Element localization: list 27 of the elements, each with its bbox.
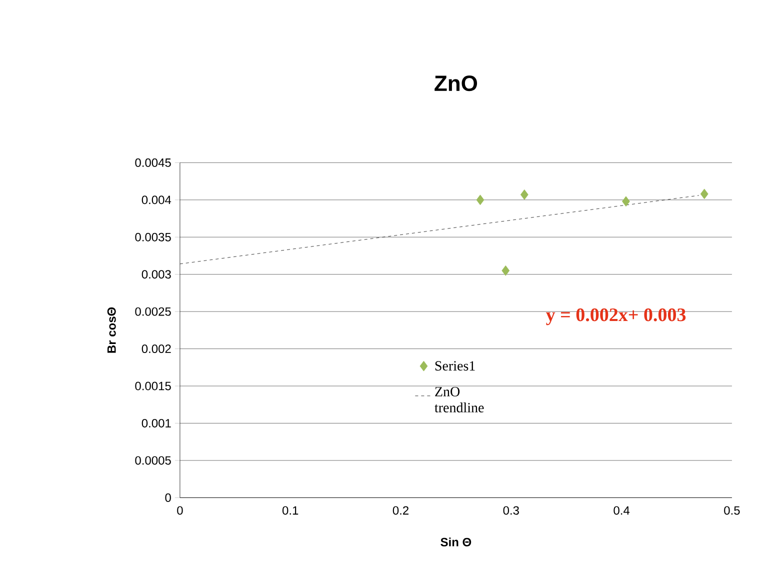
chart-title: ZnO [434,76,478,92]
x-tick-label: 0.5 [724,506,740,515]
y-tick-label: 0.0005 [135,456,171,465]
point [520,189,528,200]
x-tick-label: 0.3 [503,506,519,515]
x-axis-title: Sin Θ [440,538,472,546]
y-tick-label: 0.0015 [135,382,171,390]
x-tick-label: 0.1 [282,506,298,515]
point [622,196,630,207]
x-tick-label: 0 [177,506,183,515]
y-tick-label: 0.0025 [135,307,171,316]
annotation: y = 0.002x+ 0.003 [546,308,686,326]
y-tick-label: 0.002 [142,344,171,354]
y-tick-label: 0.004 [142,196,172,204]
y-tick-label: 0.0045 [135,158,171,167]
x-tick-label: 0.2 [392,506,408,515]
y-tick-label: 0.0035 [135,232,171,242]
y-tick-label: 0 [165,493,171,502]
y-axis-title: Br cosΘ [107,307,116,353]
point [700,188,708,200]
point [476,194,484,206]
legend-label: Series1 [435,361,475,371]
x-tick-label: 0.4 [614,506,630,515]
legend-label: ZnO trendline [434,386,484,412]
y-tick-label: 0.001 [142,418,171,428]
point [502,265,510,276]
y-tick-label: 0.003 [142,270,171,279]
